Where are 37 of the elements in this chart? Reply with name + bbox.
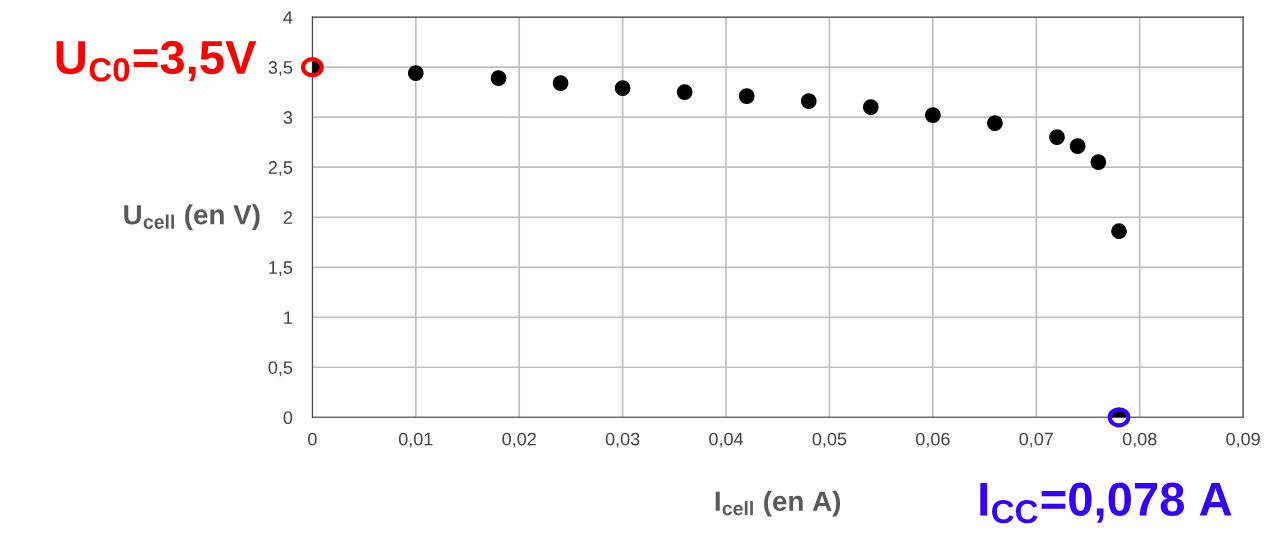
y-tick-label: 3 [283,111,293,124]
x-tick-label: 0,06 [916,432,950,448]
point [614,80,631,97]
point [1049,129,1065,146]
annotation: U$_{C0}$=3,5V [56,40,257,82]
x-tick-label: 0,03 [605,432,640,448]
y-tick-label: 4 [283,11,293,24]
point [1069,138,1086,155]
x-axis-title: I$_{cell}$ (en A) [715,490,841,517]
y-tick-label: 1,5 [269,261,293,277]
y-tick-label: 2,5 [268,161,293,177]
x-tick-label: 0 [308,432,317,446]
x-tick-label: 0,04 [709,432,744,448]
point [1111,223,1127,240]
x-tick-label: 0,05 [812,432,847,448]
point [925,107,941,124]
point [552,75,569,92]
point [676,84,693,101]
y-tick-label: 0 [283,411,293,425]
point [738,88,755,105]
point [407,65,424,82]
point [490,70,507,87]
point [1090,154,1107,171]
annotation: I$_{CC}$=0,078 A [980,482,1232,524]
x-tick-label: 0,07 [1019,432,1053,448]
y-axis-title: U$_{cell}$ (en V) [124,204,260,231]
point [862,99,879,116]
y-tick-label: 1 [284,311,293,324]
point [987,115,1003,132]
y-tick-label: 2 [283,211,293,224]
x-tick-label: 0,09 [1226,432,1260,448]
point [800,93,817,110]
y-tick-label: 3,5 [268,61,293,76]
y-tick-label: 0,5 [268,361,293,377]
x-tick-label: 0,01 [398,432,433,448]
x-tick-label: 0,08 [1122,432,1157,448]
x-tick-label: 0,02 [502,432,536,448]
